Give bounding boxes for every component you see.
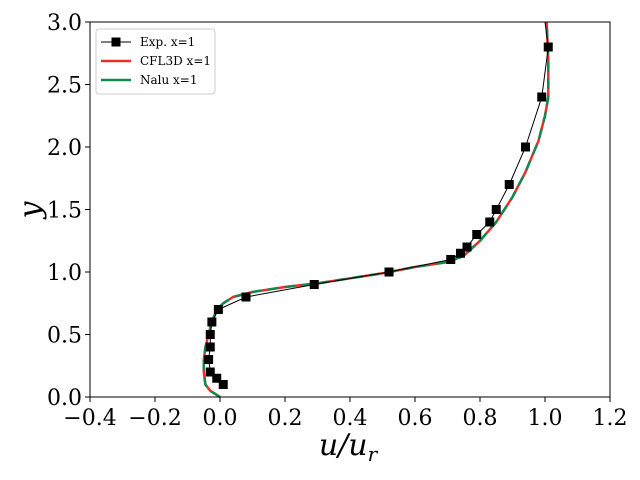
y-tick-label: 2.0 bbox=[47, 136, 82, 161]
exp-marker bbox=[204, 355, 214, 364]
exp-marker bbox=[205, 330, 215, 339]
exp-marker bbox=[491, 205, 501, 214]
y-tick-label: 0.5 bbox=[47, 324, 82, 349]
x-tick-label: −0.4 bbox=[63, 406, 116, 431]
exp-marker bbox=[456, 248, 465, 258]
legend-marker-exp bbox=[111, 37, 121, 47]
y-tick-label: 1.0 bbox=[47, 261, 82, 286]
exp-marker bbox=[207, 317, 217, 327]
exp-marker bbox=[537, 92, 547, 102]
legend-label-cfl3d: CFL3D x=1 bbox=[140, 54, 211, 68]
exp-marker bbox=[241, 292, 251, 302]
series-line-exp bbox=[208, 21, 549, 385]
x-tick-label: 0.6 bbox=[398, 406, 433, 431]
y-tick-label: 2.5 bbox=[47, 74, 82, 99]
x-tick-label: 0.0 bbox=[203, 406, 238, 431]
exp-marker bbox=[485, 217, 495, 227]
exp-marker bbox=[521, 142, 530, 152]
exp-marker bbox=[205, 367, 215, 377]
exp-marker bbox=[218, 380, 228, 389]
legend-label-exp: Exp. x=1 bbox=[140, 35, 195, 49]
y-tick-label: 3.0 bbox=[47, 11, 82, 36]
x-tick-label: 0.8 bbox=[463, 406, 498, 431]
exp-marker bbox=[543, 42, 553, 52]
x-axis-label-sub: r bbox=[368, 442, 379, 466]
exp-marker bbox=[446, 255, 456, 264]
y-tick-label: 0.0 bbox=[47, 386, 82, 411]
y-tick-label: 1.5 bbox=[47, 199, 82, 224]
x-axis-label-main: u/u bbox=[319, 428, 368, 463]
exp-marker bbox=[212, 373, 222, 383]
exp-marker bbox=[384, 267, 394, 277]
legend: Exp. x=1 CFL3D x=1 Nalu x=1 bbox=[95, 28, 216, 95]
x-tick-label: 0.4 bbox=[333, 406, 368, 431]
exp-marker bbox=[472, 230, 482, 239]
series-layer bbox=[202, 21, 553, 399]
x-tick-label: 0.2 bbox=[268, 406, 303, 431]
x-axis-label: u/ur bbox=[319, 428, 379, 466]
x-tick-label: 1.0 bbox=[528, 406, 563, 431]
legend-frame bbox=[95, 28, 216, 95]
y-axis-label: y bbox=[13, 200, 48, 220]
exp-marker bbox=[205, 342, 215, 352]
exp-marker bbox=[462, 242, 472, 252]
exp-marker bbox=[504, 180, 514, 189]
tick-layer: −0.4 −0.2 0.0 0.2 0.4 0.6 0.8 1.0 1.2 0.0 0.5 1.0 1.… bbox=[47, 11, 628, 431]
exp-marker bbox=[309, 280, 319, 289]
exp-marker bbox=[213, 305, 223, 314]
x-tick-label: 1.2 bbox=[593, 406, 628, 431]
x-tick-label: −0.2 bbox=[128, 406, 181, 431]
legend-label-nalu: Nalu x=1 bbox=[140, 73, 198, 87]
